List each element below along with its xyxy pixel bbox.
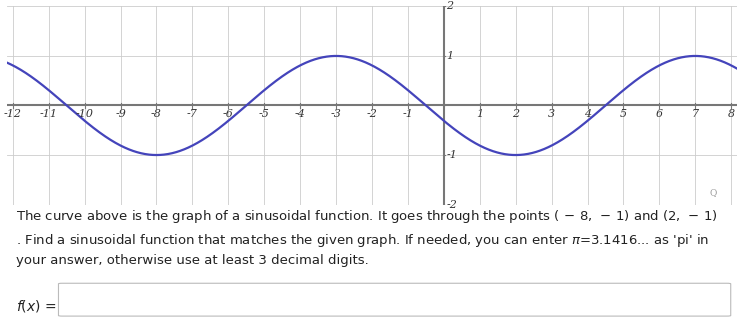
Text: -7: -7 [187,109,198,119]
Text: -3: -3 [330,109,341,119]
Text: 4: 4 [584,109,591,119]
Text: -6: -6 [223,109,234,119]
Text: -4: -4 [295,109,306,119]
Text: -1: -1 [403,109,414,119]
Text: 1: 1 [476,109,484,119]
Text: 2: 2 [446,1,454,12]
Text: The curve above is the graph of a sinusoidal function. It goes through the point: The curve above is the graph of a sinuso… [16,208,718,267]
Text: 5: 5 [620,109,627,119]
Text: -9: -9 [115,109,126,119]
Text: -2: -2 [446,200,458,210]
Text: 6: 6 [655,109,663,119]
Text: -5: -5 [259,109,269,119]
Text: -12: -12 [4,109,22,119]
Text: 7: 7 [692,109,699,119]
Text: 1: 1 [446,51,454,61]
Text: 3: 3 [548,109,555,119]
Text: -10: -10 [76,109,94,119]
Text: 2: 2 [512,109,519,119]
Text: -11: -11 [39,109,58,119]
Text: -1: -1 [446,150,458,160]
FancyBboxPatch shape [59,283,731,316]
Text: $f(x)$ =: $f(x)$ = [16,299,57,315]
Text: Q: Q [710,188,717,197]
Text: -8: -8 [151,109,162,119]
Text: -2: -2 [367,109,377,119]
Text: 8: 8 [728,109,735,119]
